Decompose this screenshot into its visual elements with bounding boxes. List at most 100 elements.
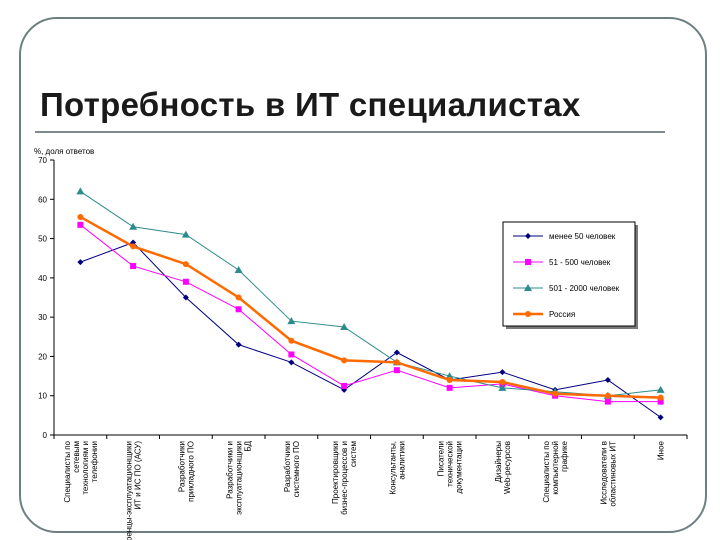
x-tick-label: Дизайнеры Web-ресурсов [494, 441, 512, 494]
data-point-s2 [341, 382, 348, 389]
svg-text:системного ПО: системного ПО [292, 441, 301, 497]
data-point-s3 [340, 322, 349, 330]
y-tick-label: 30 [38, 313, 47, 322]
page-title: Потребность в ИТ специалистах [40, 86, 581, 123]
x-tick-label: Иное [657, 440, 666, 460]
svg-text:Разработчики: Разработчики [177, 441, 186, 492]
y-tick-label: 10 [38, 392, 47, 401]
data-point-s3 [287, 317, 296, 325]
svg-text:графике: графике [560, 440, 569, 471]
svg-text:систем: систем [349, 441, 358, 467]
x-tick-label: Исследователи в областиновых ИТ [599, 441, 617, 507]
data-point-s4 [130, 243, 137, 250]
data-point-s4 [182, 261, 189, 268]
data-point-s2 [130, 263, 137, 270]
data-point-s1 [235, 341, 242, 348]
svg-text:ИТ и ИС ПО (АСУ): ИТ и ИС ПО (АСУ) [134, 441, 143, 510]
legend-label-3: 501 - 2000 человек [549, 284, 620, 293]
data-point-s3 [76, 187, 85, 195]
data-point-s2 [604, 398, 611, 405]
svg-text:эксплуатационщики: эксплуатационщики [235, 441, 244, 515]
svg-text:областиновых ИТ: областиновых ИТ [608, 441, 617, 507]
x-tick-label: Писатели технической документации [437, 441, 464, 494]
legend-label-2: 51 - 500 человек [549, 258, 611, 267]
legend-marker-4 [525, 311, 531, 317]
legend-marker-3 [524, 284, 532, 291]
svg-text:Исследователи в: Исследователи в [599, 441, 608, 505]
data-point-s1 [182, 294, 189, 301]
data-point-s4 [288, 337, 295, 344]
data-point-s2 [393, 367, 400, 374]
svg-text:Специалисты по: Специалисты по [542, 440, 551, 502]
svg-text:Проектировщики: Проектировщики [331, 441, 340, 504]
svg-text:Разработчики: Разработчики [283, 441, 292, 492]
series-line-4 [79, 215, 661, 399]
y-axis-label: %, доля ответов [34, 147, 95, 156]
svg-text:технологиям и: технологиям и [81, 441, 90, 495]
legend-label-1: менее 50 человек [549, 232, 616, 241]
svg-text:сетевым: сетевым [72, 441, 81, 473]
series-line-1 [80, 241, 661, 418]
y-tick-label: 20 [38, 352, 47, 361]
data-point-s2 [446, 384, 453, 391]
svg-text:аналитики: аналитики [397, 441, 406, 480]
data-point-s4 [77, 213, 84, 220]
svg-text:Специалисты по: Специалисты по [63, 440, 72, 502]
data-point-s1 [499, 369, 506, 376]
x-tick-label: Разработчики прикладного ПО [177, 441, 195, 502]
svg-text:телефонии: телефонии [90, 441, 99, 482]
data-point-s2 [288, 351, 295, 358]
legend [502, 221, 636, 327]
data-point-s1 [77, 259, 84, 266]
svg-text:Консультанты,: Консультанты, [388, 441, 397, 495]
data-point-s4 [446, 377, 453, 383]
svg-text:Внедренцы-эксплуатационщики: Внедренцы-эксплуатационщики [125, 441, 134, 540]
title-underline [35, 131, 665, 133]
legend-label-4: Россия [549, 310, 575, 319]
data-point-s4 [393, 359, 400, 366]
data-point-s4 [604, 392, 611, 399]
x-tick-label: Консультанты, аналитики [388, 441, 406, 495]
x-tick-label: Внедренцы-эксплуатационщики ИТ и ИС ПО (А… [125, 441, 143, 540]
data-point-s1 [604, 377, 611, 383]
data-point-s2 [235, 306, 242, 313]
slide-frame [19, 17, 707, 533]
y-tick-label: 70 [38, 156, 47, 165]
svg-text:Иное: Иное [657, 440, 666, 460]
x-tick-label: Проектировщики бизнес-процессов и систем [331, 441, 358, 515]
x-tick-label: Специалисты по сетевым технологиям и телефо… [63, 440, 99, 502]
data-point-s1 [288, 359, 295, 366]
data-point-s4 [552, 390, 559, 397]
data-point-s3 [656, 385, 665, 393]
y-tick-label: 50 [38, 235, 47, 244]
svg-text:прикладного ПО: прикладного ПО [186, 441, 195, 502]
svg-text:компьютерной: компьютерной [551, 441, 560, 495]
data-point-s4 [341, 357, 348, 364]
svg-text:БД: БД [244, 440, 253, 451]
y-tick-label: 0 [43, 431, 48, 440]
data-point-s3 [129, 222, 138, 230]
legend-marker-1 [525, 233, 531, 239]
data-point-s4 [235, 294, 242, 301]
svg-text:бизнес-процессов и: бизнес-процессов и [340, 441, 349, 515]
series-line-3 [80, 191, 661, 397]
y-tick-label: 40 [38, 274, 47, 283]
svg-text:Писатели: Писатели [437, 441, 446, 476]
data-point-s3 [181, 230, 190, 238]
data-point-s2 [657, 398, 664, 405]
data-point-s4 [657, 394, 664, 401]
legend-marker-2 [525, 259, 531, 265]
data-point-s3 [498, 383, 507, 391]
svg-text:Web-ресурсов: Web-ресурсов [503, 441, 512, 494]
x-tick-label: Разработчики и эксплуатационщики БД [226, 440, 253, 514]
x-tick-label: Специалисты по компьютерной графике [542, 440, 569, 502]
svg-text:Разработчики и: Разработчики и [226, 441, 235, 499]
svg-text:технической: технической [446, 441, 455, 487]
data-point-s4 [499, 378, 506, 385]
data-point-s3 [445, 372, 454, 380]
data-point-s1 [393, 349, 400, 356]
x-tick-label: Разработчики системного ПО [283, 441, 301, 497]
data-point-s2 [182, 278, 189, 285]
data-point-s3 [234, 266, 243, 273]
